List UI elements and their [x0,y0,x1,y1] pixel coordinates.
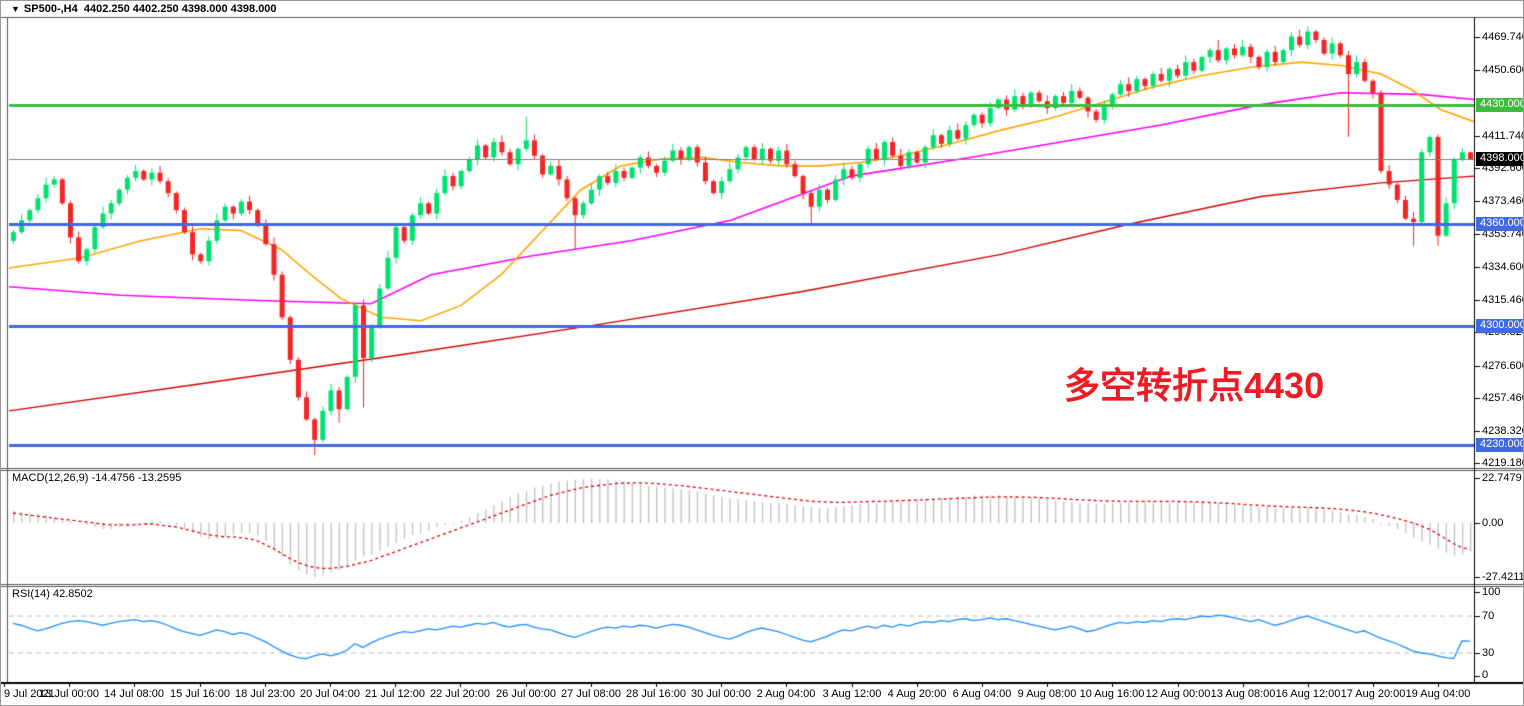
time-axis-label: 22 Jul 20:00 [430,688,490,700]
macd-tick-label: 22.7479 [1482,472,1522,485]
time-axis-label: 26 Jul 00:00 [496,688,556,700]
price-tick-label: 4219.180 [1482,457,1524,470]
time-axis-label: 27 Jul 08:00 [561,688,621,700]
time-axis-label: 21 Jul 12:00 [365,688,425,700]
time-axis-label: 9 Aug 08:00 [1017,688,1077,700]
price-tick-label: 4315.460 [1482,293,1524,306]
hline-price-badge: 4230.000 [1476,437,1523,452]
rsi-tick-label: 0 [1482,669,1489,681]
time-axis-label: 12 Aug 00:00 [1145,688,1211,700]
time-axis-label: 30 Jul 00:00 [691,688,751,700]
price-tick-label: 4276.600 [1482,359,1524,372]
rsi-indicator-label: RSI(14) 42.8502 [12,588,93,600]
macd-indicator-label: MACD(12,26,9) -14.4756 -13.2595 [12,472,182,484]
time-axis-label: 13 Jul 00:00 [39,688,99,700]
rsi-tick-label: 30 [1482,647,1495,659]
hline-price-badge: 4430.000 [1476,97,1523,112]
price-tick-label: 4257.460 [1482,392,1524,405]
hline-price-badge: 4360.000 [1476,216,1523,231]
price-tick-label: 4238.320 [1482,424,1524,437]
time-axis-label: 13 Aug 08:00 [1210,688,1276,700]
price-tick-label: 4334.600 [1482,260,1524,273]
chart-title-bar: ▼ SP500-,H4 4402.250 4402.250 4398.000 43… [11,3,277,15]
macd-tick-label: 0.00 [1482,517,1504,529]
ohlc-values-label: 4402.250 4402.250 4398.000 4398.000 [83,3,277,15]
current-price-badge: 4398.000 [1476,152,1523,167]
time-axis-label: 6 Aug 04:00 [952,688,1012,700]
chart-text-annotation: 多空转折点4430 [1064,365,1325,406]
macd-tick-label: -27.4211 [1482,571,1524,584]
time-axis-label: 10 Aug 16:00 [1079,688,1145,700]
time-axis-label: 28 Jul 16:00 [626,688,686,700]
time-axis-label: 14 Jul 08:00 [104,688,164,700]
rsi-tick-label: 100 [1482,586,1501,598]
time-axis-label: 19 Aug 04:00 [1405,688,1471,700]
time-axis-label: 16 Aug 12:00 [1275,688,1341,700]
price-tick-label: 4450.600 [1482,63,1524,76]
time-axis-label: 2 Aug 04:00 [756,688,816,700]
hline-price-badge: 4300.000 [1476,318,1523,333]
time-axis-label: 9 Jul 2021 [4,688,55,700]
time-axis-label: 20 Jul 04:00 [300,688,360,700]
time-axis-label: 18 Jul 23:00 [235,688,295,700]
price-tick-label: 4353.740 [1482,228,1524,241]
time-axis-label: 17 Aug 20:00 [1340,688,1406,700]
price-tick-label: 4411.740 [1482,129,1524,142]
time-axis-label: 15 Jul 16:00 [170,688,230,700]
symbol-period-label: SP500-,H4 [23,3,78,15]
collapse-arrow-icon[interactable]: ▼ [11,4,20,14]
rsi-tick-label: 70 [1482,610,1495,622]
time-axis-label: 4 Aug 20:00 [887,688,947,700]
price-tick-label: 4469.740 [1482,31,1524,43]
time-axis-label: 3 Aug 12:00 [822,688,882,700]
price-tick-label: 4373.460 [1482,194,1524,207]
